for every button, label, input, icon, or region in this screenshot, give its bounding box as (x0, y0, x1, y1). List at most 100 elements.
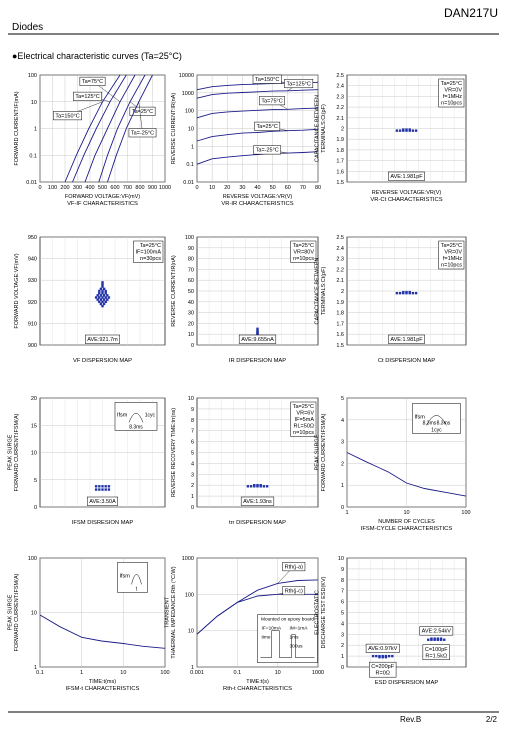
y-tick-label: 0.1 (29, 153, 37, 159)
data-dot (427, 638, 430, 641)
series-label: Ta=-25°C (256, 148, 279, 154)
chart-caption: ESD DISPERSION MAP (375, 680, 439, 686)
x-tick-label: 0 (38, 185, 41, 191)
inset-text: Ifsm (414, 414, 425, 420)
data-dot (262, 485, 266, 488)
condition-note-box (133, 240, 164, 263)
condition-note: n=10pcs (441, 101, 462, 107)
data-dot (107, 488, 111, 491)
data-dot (98, 291, 101, 295)
data-dot (96, 298, 99, 301)
chart-caption: Rth-t CHARACTERISTICS (223, 686, 292, 692)
y-axis-label: FORWARD CURRENT:IFSM(A) (14, 573, 20, 651)
y-tick-label: 1.6 (336, 169, 344, 175)
condition-note: Ta=25°C (140, 243, 161, 249)
data-dot (398, 291, 402, 295)
y-tick-label: 930 (28, 278, 37, 284)
y-tick-label: 4 (191, 461, 194, 467)
chart-caption: IFSM-t CHARACTERISTICS (66, 686, 140, 692)
x-tick-label: 50 (270, 185, 276, 191)
data-dot (375, 654, 378, 658)
y-axis-label: FORWARD VOLTAGE:VF(mV) (14, 253, 20, 328)
y-tick-label: 80 (188, 257, 194, 263)
data-dot (378, 655, 381, 659)
condition-note-box (422, 644, 450, 660)
curve (98, 74, 146, 183)
chart-caption: IFSM DISRESION MAP (72, 520, 134, 526)
curve (196, 128, 319, 142)
y-axis-label: PEAK SURGE (8, 434, 14, 470)
data-dot (433, 637, 436, 640)
y-tick-label: 1.8 (336, 311, 344, 317)
data-dot (96, 294, 99, 297)
y-tick-label: 940 (28, 257, 37, 263)
inset-text: time (262, 635, 271, 641)
series-label-box (128, 128, 157, 138)
y-tick-label: 1 (191, 144, 194, 150)
series-label: Ta=25°C (257, 124, 278, 130)
average-label: AVE:2.54kV (422, 629, 452, 635)
data-dot (411, 291, 415, 295)
condition-note: R=0Ω (376, 671, 390, 677)
data-dot (104, 289, 107, 293)
y-axis-label: REVERSE CURRENT:IR(nA) (171, 255, 177, 327)
y-tick-label: 8 (341, 578, 344, 584)
x-tick-label: 60 (285, 185, 291, 191)
y-tick-label: 10 (31, 451, 37, 457)
data-dot (101, 291, 104, 295)
series-label: Ta=-25°C (131, 131, 154, 137)
x-tick-label: 20 (224, 185, 230, 191)
y-tick-label: 0 (34, 505, 37, 511)
average-label-box (87, 496, 118, 506)
condition-note: Ta=25°C (441, 81, 462, 87)
inset-box (117, 562, 148, 593)
x-tick-label: 100 (48, 185, 57, 191)
y-tick-label: 0 (341, 665, 344, 671)
data-dot (99, 287, 103, 291)
data-dot (98, 485, 101, 488)
condition-note-box (438, 78, 465, 108)
data-dot (384, 655, 388, 659)
y-tick-label: 6 (191, 440, 194, 446)
average-label-box (365, 643, 400, 653)
y-tick-label: 0 (341, 505, 344, 511)
inset-waveform (131, 574, 142, 585)
curve (346, 452, 467, 497)
data-dot (101, 283, 104, 286)
condition-note: f=1MHz (443, 256, 462, 262)
x-tick-label: 0.1 (234, 670, 242, 676)
data-dot (98, 296, 101, 299)
x-tick-label: 1 (80, 670, 83, 676)
y-tick-label: 2 (341, 643, 344, 649)
data-dot (387, 654, 391, 658)
data-dot (395, 129, 399, 132)
average-label: AVE:0.97kV (368, 646, 398, 652)
y-tick-label: 2.1 (336, 278, 344, 284)
data-dot (371, 654, 375, 658)
data-dot (102, 287, 106, 291)
y-tick-label: 9 (341, 567, 344, 573)
y-tick-label: 0.1 (186, 162, 194, 168)
y-tick-label: 9 (191, 407, 194, 413)
x-tick-label: 1000 (159, 185, 171, 191)
data-dot (99, 302, 103, 306)
leader-line (138, 101, 143, 133)
curve (72, 74, 127, 183)
y-axis-label: THAERMAL IMPEDANCE:Rth (°C/W) (171, 566, 177, 658)
y-tick-label: 60 (188, 278, 194, 284)
series-label: Rth(j-c) (285, 588, 303, 594)
y-tick-label: 7 (341, 589, 344, 595)
inset-text: 300us (290, 644, 304, 650)
y-tick-label: 1 (341, 654, 344, 660)
y-tick-label: 10 (188, 396, 194, 402)
y-tick-label: 2.3 (336, 257, 344, 263)
y-tick-label: 50 (188, 289, 194, 295)
series-label-box (129, 106, 156, 116)
y-tick-label: 1.5 (336, 180, 344, 186)
x-tick-label: 600 (110, 185, 119, 191)
data-dot (398, 129, 402, 132)
y-tick-label: 1000 (182, 91, 194, 97)
data-dot (101, 304, 104, 308)
series-label-box (252, 74, 282, 84)
condition-note: n=10pcs (293, 256, 314, 262)
